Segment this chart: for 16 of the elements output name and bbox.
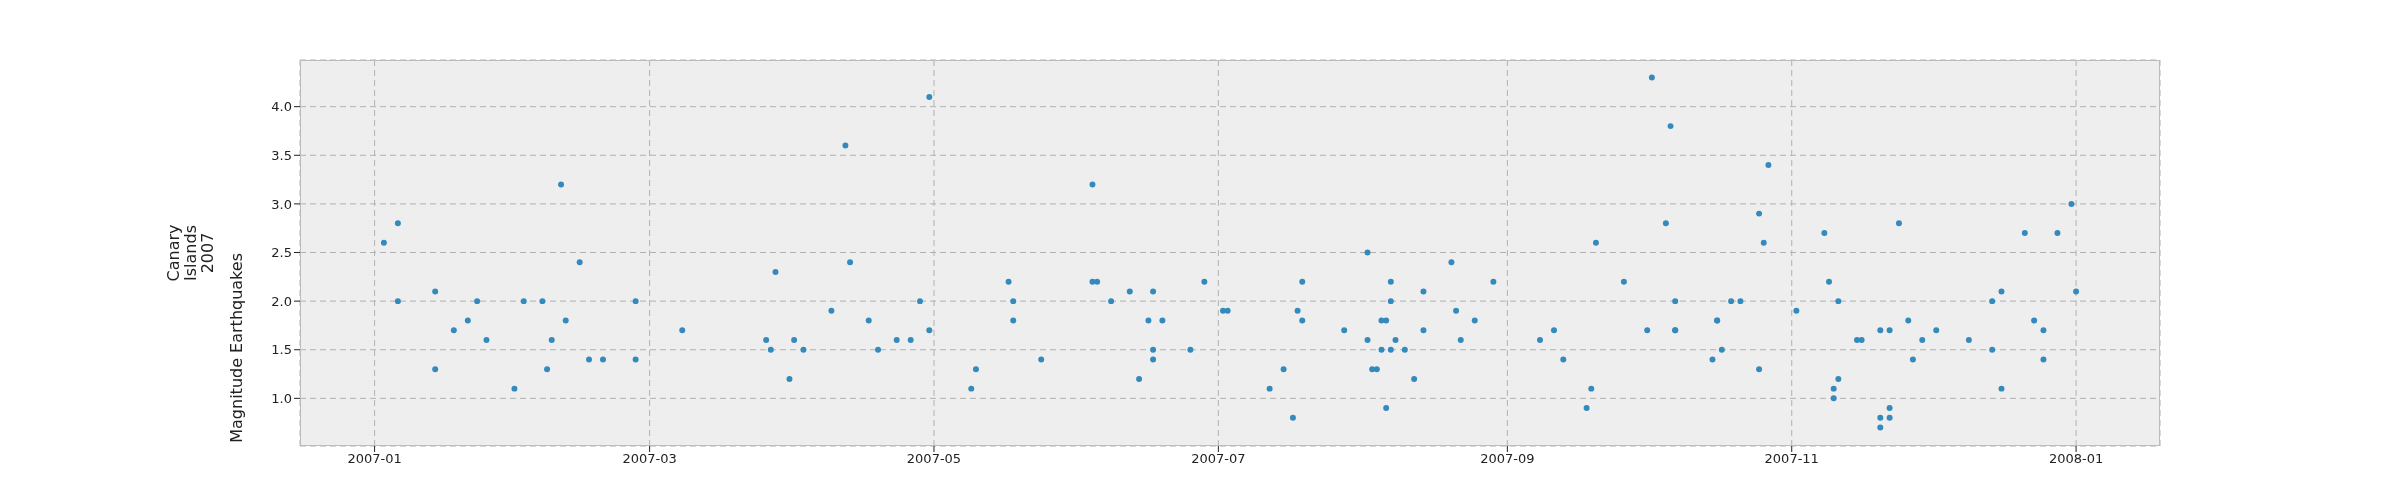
x-tick-label: 2007-01 — [347, 451, 402, 467]
text: Canary Islands 2007 — [163, 224, 217, 282]
y-tick-label: 3.5 — [271, 147, 292, 163]
x-tick-label: 2007-05 — [906, 451, 962, 467]
y-tick-label: 3.0 — [271, 196, 292, 212]
y-tick-label: 1.5 — [271, 342, 292, 358]
y-tick-label: 1.0 — [271, 390, 292, 406]
y-tick-label: 2.5 — [271, 245, 292, 261]
x-tick-label: 2008-01 — [2048, 451, 2104, 467]
y-tick-label: 2.0 — [271, 293, 292, 309]
x-tick-label: 2007-07 — [1191, 451, 1246, 467]
y-tick-label: 4.0 — [271, 99, 292, 115]
y-axis-title: Magnitude Earthquakes — [226, 253, 246, 443]
x-tick-label: 2007-09 — [1480, 451, 1535, 467]
x-tick-label: 2007-11 — [1764, 451, 1819, 467]
x-tick-label: 2007-03 — [622, 451, 677, 467]
